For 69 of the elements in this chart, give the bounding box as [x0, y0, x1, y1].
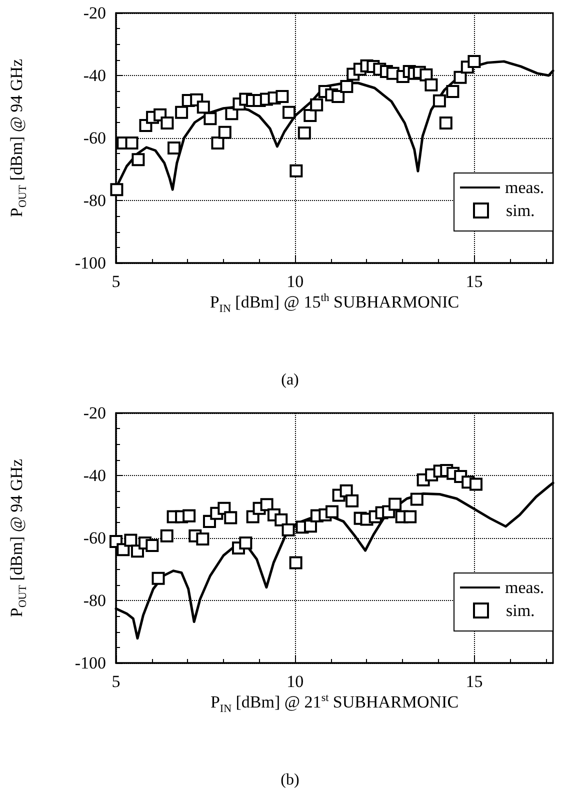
point [211, 136, 224, 150]
point [196, 100, 210, 114]
point [439, 116, 452, 130]
point [276, 90, 289, 103]
x-tick-label: 15 [466, 272, 483, 291]
y-tick-label: -40 [83, 466, 106, 485]
point [225, 107, 238, 120]
point [304, 109, 317, 122]
point [468, 54, 481, 68]
y-tick-label: -100 [74, 654, 106, 672]
legend-label: sim. [506, 601, 535, 620]
y-tick-label: -80 [83, 191, 106, 210]
y-tick-label: -40 [83, 66, 106, 85]
point [298, 126, 311, 140]
point [274, 513, 288, 526]
x-axis-title: P$_{IN}$ [dBm] @ 15$^{th}$ SUBHARMONIC [208, 292, 460, 316]
y-tick-label: -80 [83, 591, 106, 610]
point [239, 536, 252, 550]
point [196, 532, 210, 546]
point [110, 183, 124, 196]
text: (b) [280, 772, 300, 788]
point [304, 520, 317, 533]
x-tick-label: 10 [286, 672, 304, 691]
x-tick-label: 10 [286, 272, 304, 291]
point [168, 142, 181, 154]
y-tick-label: -20 [83, 404, 106, 422]
point [410, 492, 424, 506]
point [132, 153, 145, 166]
x-tick-label: 5 [112, 672, 120, 691]
y-tick-label: -60 [83, 528, 106, 548]
point [346, 494, 359, 508]
y-tick-label: -20 [83, 4, 106, 22]
point [146, 539, 159, 552]
x-axis-title: P$_{IN}$ [dBm] @ 21$^{st}$ SUBHARMONIC [209, 692, 460, 716]
point [289, 556, 302, 570]
point [454, 70, 467, 84]
point [175, 106, 188, 119]
x-tick-label: 5 [112, 272, 120, 291]
point [310, 98, 324, 112]
legend-label: sim. [506, 201, 535, 220]
point [282, 106, 296, 119]
text: (a) [281, 372, 299, 388]
point [469, 478, 482, 491]
point [432, 94, 446, 108]
point [182, 509, 196, 522]
point [325, 505, 338, 518]
x-tick-label: 15 [466, 672, 483, 691]
legend-label: meas. [505, 178, 544, 197]
point [388, 498, 402, 511]
point [332, 90, 345, 103]
legend-label: meas. [505, 578, 544, 597]
point [224, 511, 238, 524]
point [116, 543, 130, 556]
point [204, 112, 217, 126]
point [424, 78, 438, 92]
point [282, 523, 295, 536]
point [290, 164, 303, 178]
point [152, 572, 165, 585]
point [160, 116, 174, 130]
point [125, 136, 138, 150]
point [160, 529, 174, 542]
y-tick-label: -60 [83, 128, 106, 148]
y-tick-label: -100 [74, 254, 106, 272]
point [124, 534, 138, 547]
point [446, 84, 460, 98]
point [340, 80, 354, 93]
point [260, 498, 274, 512]
point [404, 510, 417, 524]
point [218, 126, 232, 139]
